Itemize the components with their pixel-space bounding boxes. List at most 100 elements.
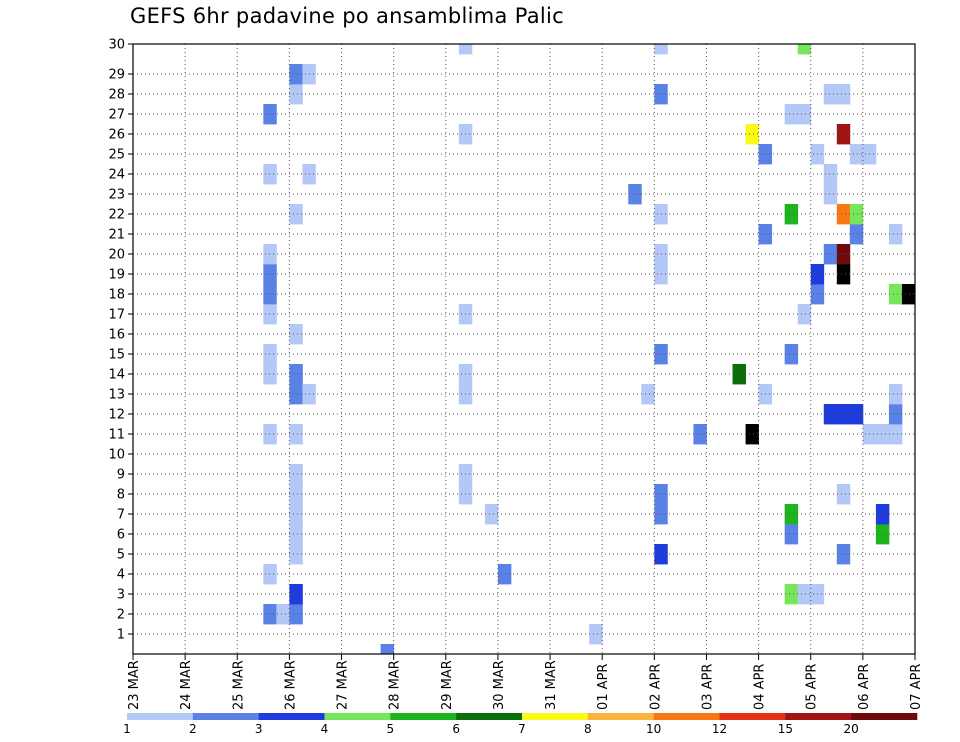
y-tick-label: 27 bbox=[108, 108, 125, 123]
heatmap-cell bbox=[745, 124, 759, 145]
heatmap-cell bbox=[849, 144, 864, 165]
y-tick-label: 20 bbox=[108, 248, 125, 263]
x-tick-label: 25 MAR bbox=[231, 660, 246, 710]
grid-layer bbox=[133, 44, 915, 654]
heatmap-cell bbox=[784, 204, 799, 225]
y-tick-label: 7 bbox=[117, 508, 125, 523]
colorbar-label: 8 bbox=[584, 722, 592, 736]
x-tick-label: 26 MAR bbox=[283, 660, 298, 710]
y-tick-label: 13 bbox=[108, 388, 125, 403]
x-tick-label: 07 APR bbox=[909, 664, 924, 710]
colorbar-label: 10 bbox=[646, 722, 661, 736]
heatmap-cell bbox=[589, 624, 603, 645]
heatmap-cell bbox=[849, 204, 864, 225]
heatmap-cell bbox=[289, 464, 303, 485]
heatmap-cell bbox=[888, 224, 903, 245]
chart-title: GEFS 6hr padavine po ansamblima Palic bbox=[130, 4, 565, 28]
heatmap-cell bbox=[641, 384, 655, 405]
heatmap-cell bbox=[276, 604, 290, 625]
colorbar-label: 1 bbox=[123, 722, 131, 736]
y-tick-label: 9 bbox=[117, 468, 125, 483]
y-tick-label: 23 bbox=[108, 188, 125, 203]
heatmap-cell bbox=[823, 184, 838, 205]
heatmap-cell bbox=[888, 284, 903, 305]
heatmap-cell bbox=[849, 404, 864, 425]
y-tick-label: 25 bbox=[108, 148, 125, 163]
heatmap-cell bbox=[745, 424, 759, 445]
heatmap-cell bbox=[289, 324, 303, 345]
heatmap-cell bbox=[875, 424, 890, 445]
colorbar-label: 4 bbox=[321, 722, 329, 736]
y-tick-label: 24 bbox=[108, 168, 125, 183]
heatmap-cell bbox=[836, 264, 851, 285]
y-tick-label: 18 bbox=[108, 288, 125, 303]
colorbar-swatch bbox=[127, 713, 194, 720]
heatmap-cell bbox=[289, 84, 303, 105]
heatmap-cell bbox=[836, 244, 851, 265]
y-tick-label: 4 bbox=[117, 568, 125, 583]
heatmap-cell bbox=[732, 364, 746, 385]
heatmap-cell bbox=[289, 604, 303, 625]
x-tick-label: 01 APR bbox=[596, 664, 611, 710]
heatmap-cell bbox=[380, 644, 395, 655]
x-tick-label: 04 APR bbox=[753, 664, 768, 710]
x-tick-label: 02 APR bbox=[648, 664, 663, 710]
heatmap-cell bbox=[263, 604, 277, 625]
heatmap-cell bbox=[888, 384, 903, 405]
colorbar-swatch bbox=[587, 713, 654, 720]
heatmap-cell bbox=[875, 504, 890, 525]
heatmap-cell bbox=[901, 284, 916, 305]
heatmap-cell bbox=[693, 424, 707, 445]
colorbar: 1 2 3 4 5 6 7 8 10 12 15 20 bbox=[123, 713, 918, 736]
colorbar-swatch bbox=[258, 713, 325, 720]
x-tick-label: 23 MAR bbox=[127, 660, 142, 710]
heatmap-cell bbox=[289, 544, 303, 565]
x-tick-label: 06 APR bbox=[857, 664, 872, 710]
heatmap-cell bbox=[784, 584, 799, 605]
y-tick-label: 8 bbox=[117, 488, 125, 503]
x-tick-label: 27 MAR bbox=[336, 660, 351, 710]
y-tick-label: 19 bbox=[108, 268, 125, 283]
y-tick-label: 3 bbox=[117, 588, 125, 603]
colorbar-label: 12 bbox=[712, 722, 727, 736]
heatmap-cell bbox=[289, 384, 303, 405]
heatmap-cell bbox=[289, 204, 303, 225]
heatmap-cell bbox=[289, 424, 303, 445]
heatmap-cell bbox=[458, 44, 473, 55]
y-tick-label: 21 bbox=[108, 228, 125, 243]
x-tick-label: 30 MAR bbox=[492, 660, 507, 710]
heatmap-cell bbox=[497, 564, 512, 585]
y-tick-label: 29 bbox=[108, 68, 125, 83]
y-tick-label: 10 bbox=[108, 448, 125, 463]
heatmap-cell bbox=[784, 524, 799, 545]
heatmap-cell bbox=[875, 524, 890, 545]
heatmap-cell bbox=[263, 344, 277, 365]
y-tick-label: 5 bbox=[117, 548, 125, 563]
heatmap-cell bbox=[888, 424, 903, 445]
heatmap-cell bbox=[836, 204, 851, 225]
heatmap-cell bbox=[784, 344, 799, 365]
y-tick-label: 12 bbox=[108, 408, 125, 423]
heatmap-cell bbox=[836, 124, 851, 145]
heatmap-cell bbox=[836, 544, 851, 565]
heatmap-cell bbox=[784, 104, 799, 125]
colorbar-label: 20 bbox=[844, 722, 859, 736]
y-tick-label: 15 bbox=[108, 348, 125, 363]
colorbar-label: 15 bbox=[778, 722, 793, 736]
heatmap-cell bbox=[263, 164, 277, 185]
x-tick-label: 03 APR bbox=[700, 664, 715, 710]
heatmap-cell bbox=[263, 104, 277, 125]
y-tick-label: 1 bbox=[117, 628, 125, 643]
heatmap-cell bbox=[797, 104, 812, 125]
heatmap-cell bbox=[289, 364, 303, 385]
y-tick-label: 16 bbox=[108, 328, 125, 343]
colorbar-label: 5 bbox=[387, 722, 395, 736]
heatmap-cell bbox=[263, 264, 277, 285]
heatmap-cell bbox=[628, 184, 642, 205]
colorbar-swatch bbox=[785, 713, 852, 720]
y-tick-label: 17 bbox=[108, 308, 125, 323]
heatmap-cell bbox=[823, 84, 838, 105]
heatmap-cell bbox=[263, 364, 277, 385]
heatmap-cell bbox=[263, 244, 277, 265]
y-tick-label: 11 bbox=[108, 428, 125, 443]
